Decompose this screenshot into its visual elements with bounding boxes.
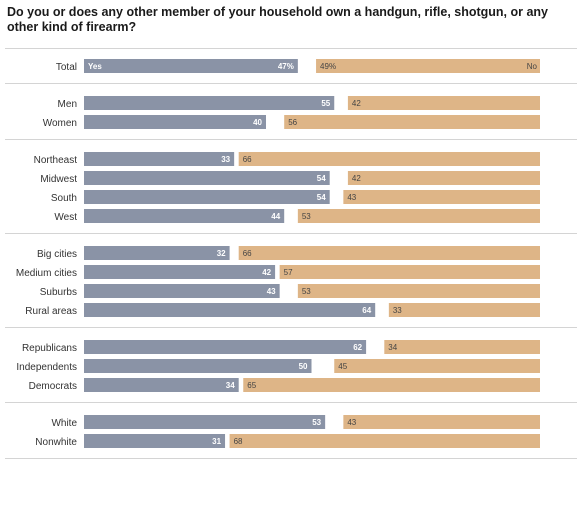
- no-value-medium-cities: 57: [284, 268, 293, 277]
- no-value-republicans: 34: [388, 343, 397, 352]
- yes-bar-suburbs: [84, 284, 280, 298]
- row-label-west: West: [54, 212, 77, 223]
- no-value-men: 42: [352, 99, 361, 108]
- yes-bar-nonwhite: [84, 434, 226, 448]
- yes-bar-big-cities: [84, 246, 230, 260]
- yes-value-men: 55: [321, 99, 330, 108]
- no-value-south: 43: [347, 193, 356, 202]
- yes-bar-midwest: [84, 171, 330, 185]
- yes-value-total: 47%: [278, 62, 294, 71]
- no-value-total: 49%: [320, 62, 336, 71]
- no-bar-women: [284, 115, 540, 129]
- no-bar-republicans: [384, 340, 540, 354]
- yes-bar-rural-areas: [84, 303, 376, 317]
- yes-value-northeast: 33: [221, 155, 230, 164]
- no-bar-midwest: [347, 171, 540, 185]
- row-label-republicans: Republicans: [22, 343, 77, 354]
- yes-bar-total: [84, 59, 298, 73]
- no-value-northeast: 66: [243, 155, 252, 164]
- no-bar-men: [347, 96, 540, 110]
- no-bar-independents: [334, 359, 540, 373]
- no-bar-democrats: [243, 378, 540, 392]
- row-label-men: Men: [58, 99, 77, 110]
- row-label-women: Women: [43, 118, 77, 129]
- row-label-suburbs: Suburbs: [40, 287, 77, 298]
- yes-bar-women: [84, 115, 266, 129]
- yes-value-midwest: 54: [317, 174, 326, 183]
- yes-bar-men: [84, 96, 335, 110]
- yes-bar-white: [84, 415, 326, 429]
- no-bar-nonwhite: [229, 434, 540, 448]
- no-value-independents: 45: [338, 362, 347, 371]
- yes-value-democrats: 34: [226, 381, 235, 390]
- no-bar-big-cities: [238, 246, 540, 260]
- no-bar-medium-cities: [279, 265, 540, 279]
- no-value-white: 43: [347, 418, 356, 427]
- chart-title: Do you or does any other member of your …: [7, 5, 549, 34]
- yes-value-nonwhite: 31: [212, 437, 221, 446]
- yes-bar-democrats: [84, 378, 239, 392]
- yes-bar-northeast: [84, 152, 235, 166]
- no-value-big-cities: 66: [243, 249, 252, 258]
- row-label-rural-areas: Rural areas: [25, 306, 77, 317]
- no-bar-rural-areas: [388, 303, 540, 317]
- no-bar-white: [343, 415, 540, 429]
- no-bar-south: [343, 190, 540, 204]
- row-label-total: Total: [56, 62, 77, 73]
- legend-yes-label: Yes: [88, 62, 102, 71]
- yes-bar-medium-cities: [84, 265, 276, 279]
- no-bar-suburbs: [297, 284, 540, 298]
- row-label-nonwhite: Nonwhite: [35, 437, 77, 448]
- yes-value-west: 44: [271, 212, 280, 221]
- yes-value-big-cities: 32: [217, 249, 226, 258]
- yes-bar-south: [84, 190, 330, 204]
- no-value-suburbs: 53: [302, 287, 311, 296]
- yes-value-women: 40: [253, 118, 262, 127]
- row-label-northeast: Northeast: [34, 155, 78, 166]
- row-label-south: South: [51, 193, 77, 204]
- no-value-midwest: 42: [352, 174, 361, 183]
- legend-no-label: No: [527, 62, 538, 71]
- no-value-west: 53: [302, 212, 311, 221]
- yes-value-suburbs: 43: [267, 287, 276, 296]
- no-value-nonwhite: 68: [234, 437, 243, 446]
- yes-bar-independents: [84, 359, 312, 373]
- row-label-midwest: Midwest: [40, 174, 77, 185]
- no-bar-total: [316, 59, 540, 73]
- yes-value-republicans: 62: [353, 343, 362, 352]
- no-bar-west: [297, 209, 540, 223]
- yes-value-south: 54: [317, 193, 326, 202]
- no-value-rural-areas: 33: [393, 306, 402, 315]
- row-label-big-cities: Big cities: [37, 249, 77, 260]
- row-label-white: White: [51, 418, 77, 429]
- row-label-medium-cities: Medium cities: [16, 268, 77, 279]
- no-value-women: 56: [288, 118, 297, 127]
- yes-value-white: 53: [312, 418, 321, 427]
- no-bar-northeast: [238, 152, 540, 166]
- row-label-democrats: Democrats: [29, 381, 77, 392]
- yes-value-rural-areas: 64: [362, 306, 371, 315]
- yes-bar-republicans: [84, 340, 367, 354]
- yes-value-medium-cities: 42: [262, 268, 271, 277]
- row-label-independents: Independents: [16, 362, 77, 373]
- no-value-democrats: 65: [247, 381, 256, 390]
- yes-bar-west: [84, 209, 285, 223]
- yes-value-independents: 50: [299, 362, 308, 371]
